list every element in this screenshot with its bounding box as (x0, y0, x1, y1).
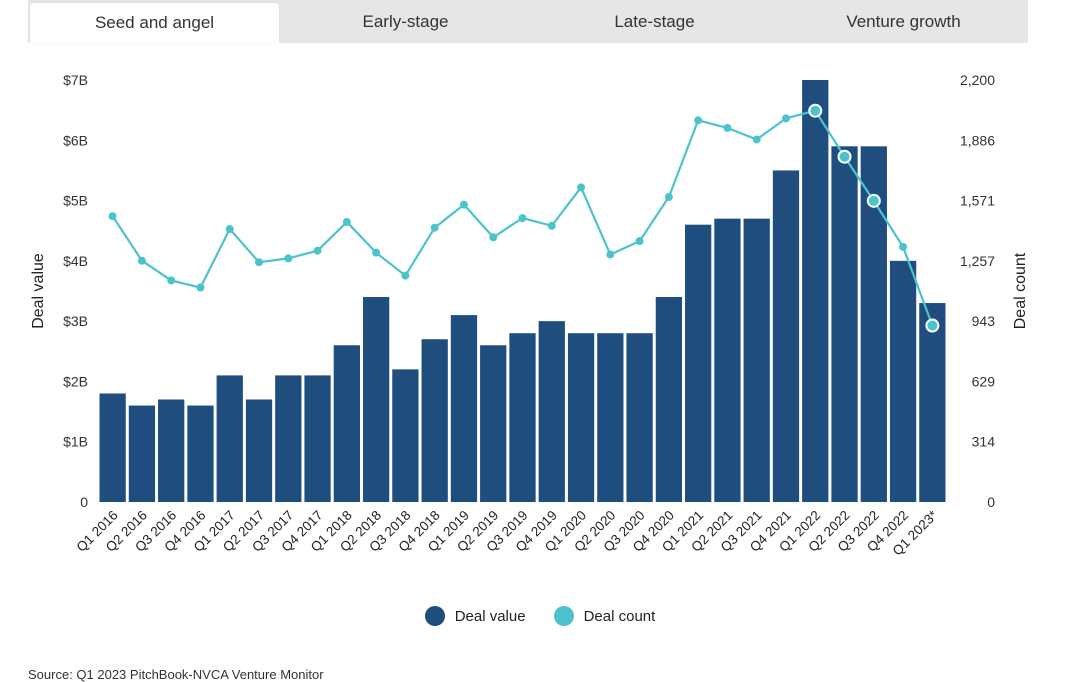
bar-deal-value (889, 260, 917, 502)
bar-deal-value (245, 399, 273, 502)
y-left-tick-label: $1B (63, 434, 88, 450)
y-right-tick-label: 1,571 (960, 193, 995, 209)
y-left-tick-label: 0 (80, 494, 88, 510)
legend-deal-value-swatch (424, 606, 445, 626)
bar-deal-value (772, 170, 800, 502)
deal-activity-chart: 0 $1B $2B $3B $4B $5B $6B $7B 0 314 629 943 1,257 1,5… (30, 72, 1029, 558)
bar-deal-value (99, 393, 126, 502)
y-right-tick-label: 629 (972, 373, 996, 389)
bar-deal-value (187, 405, 214, 502)
point-deal-count (342, 217, 351, 226)
point-deal-count (723, 123, 732, 132)
bar-deal-value (362, 297, 390, 502)
point-deal-count (225, 225, 234, 234)
bar-deal-value (421, 339, 448, 502)
bar-deal-value (597, 333, 624, 502)
bar-deal-value (714, 218, 741, 502)
y-left-tick-label: $3B (63, 313, 88, 329)
stage-tabs: Seed and angel Early-stage Late-stage Ve… (28, 0, 1028, 43)
point-deal-count (196, 283, 205, 292)
bar-deal-value (626, 333, 653, 502)
bar-deal-value (128, 405, 156, 502)
legend-deal-count[interactable]: Deal count (553, 606, 656, 626)
point-deal-count (635, 237, 644, 246)
point-deal-count (518, 214, 527, 223)
y-right-tick-label: 0 (987, 494, 995, 510)
point-deal-count (752, 135, 761, 144)
tab-early-stage[interactable]: Early-stage (362, 11, 449, 31)
point-deal-count (808, 103, 823, 118)
point-deal-count (255, 258, 264, 267)
point-deal-count (781, 114, 790, 123)
point-deal-count (664, 193, 673, 202)
legend-deal-count-label: Deal count (583, 607, 656, 625)
point-deal-count (137, 256, 146, 265)
point-deal-count (694, 116, 703, 125)
bar-deal-value (450, 315, 478, 502)
y-right-axis-title: Deal count (1012, 252, 1029, 329)
bar-deal-value (275, 375, 302, 502)
bar-deal-value (480, 345, 507, 502)
point-deal-count (372, 248, 381, 257)
point-deal-count (401, 271, 410, 280)
bar-deal-value (743, 218, 770, 502)
point-deal-count (313, 246, 322, 255)
bar-deal-value (655, 297, 683, 502)
bar-deal-value (567, 333, 595, 502)
bar-deal-value (685, 224, 712, 502)
chart-legend: Deal value Deal count (0, 606, 1080, 626)
bar-deal-value (919, 303, 946, 502)
legend-deal-value-label: Deal value (454, 607, 526, 625)
y-right-tick-label: 1,886 (960, 132, 995, 148)
bar-deal-value (831, 146, 858, 503)
y-right-tick-label: 2,200 (960, 72, 995, 88)
y-right-tick-label: 314 (972, 434, 996, 450)
point-deal-count (925, 318, 940, 333)
bar-deal-value (802, 80, 829, 502)
point-deal-count (606, 250, 615, 259)
point-deal-count (577, 183, 586, 192)
point-deal-count (866, 193, 881, 208)
point-deal-count (108, 212, 117, 221)
y-left-axis-title: Deal value (30, 253, 47, 329)
bar-deal-value (216, 375, 243, 502)
y-right-tick-label: 943 (972, 313, 996, 329)
bar-deal-value (392, 369, 419, 502)
bar-deal-value (304, 375, 331, 502)
tab-late-stage[interactable]: Late-stage (614, 11, 695, 31)
y-left-tick-label: $4B (63, 253, 88, 269)
legend-deal-value[interactable]: Deal value (424, 606, 526, 626)
point-deal-count (899, 242, 908, 251)
legend-deal-count-swatch (553, 606, 574, 626)
point-deal-count (547, 221, 556, 230)
y-right-tick-label: 1,257 (960, 253, 995, 269)
point-deal-count (489, 233, 498, 242)
point-deal-count (430, 223, 439, 232)
point-deal-count (167, 276, 176, 285)
tab-seed-and-angel[interactable]: Seed and angel (30, 3, 279, 43)
point-deal-count (459, 200, 468, 209)
tab-venture-growth[interactable]: Venture growth (846, 11, 961, 31)
y-left-tick-label: $6B (63, 132, 88, 148)
bar-deal-value (509, 333, 536, 502)
bar-deal-value (158, 399, 185, 502)
bar-deal-value (333, 345, 360, 502)
point-deal-count (837, 149, 852, 164)
y-left-tick-label: $2B (63, 373, 88, 389)
y-left-tick-label: $7B (63, 72, 88, 88)
bar-deal-value (538, 321, 565, 502)
y-left-tick-label: $5B (63, 193, 88, 209)
point-deal-count (284, 254, 293, 263)
